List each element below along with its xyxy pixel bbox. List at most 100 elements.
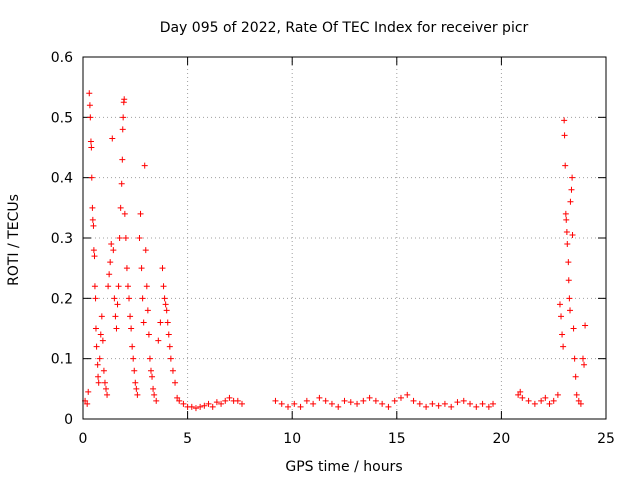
data-point — [485, 403, 492, 410]
data-point — [542, 394, 549, 401]
data-point — [92, 325, 99, 332]
data-point — [360, 397, 367, 404]
x-tick-label: 5 — [183, 431, 192, 447]
data-point — [108, 241, 115, 248]
data-point — [565, 259, 572, 266]
data-point — [88, 144, 95, 151]
data-point — [571, 355, 578, 362]
data-point — [98, 313, 105, 320]
data-point — [568, 186, 575, 193]
data-point — [209, 403, 216, 410]
data-point — [157, 319, 164, 326]
data-point — [479, 400, 486, 407]
data-point — [117, 204, 124, 211]
data-point — [122, 235, 129, 241]
data-point — [347, 399, 354, 406]
y-tick-label: 0 — [64, 412, 73, 428]
data-point — [467, 400, 474, 407]
data-point — [561, 117, 568, 124]
data-point — [328, 400, 335, 407]
data-point — [366, 394, 373, 401]
data-point — [139, 295, 146, 302]
data-point — [554, 391, 561, 398]
data-point — [136, 235, 143, 241]
y-tick-label: 0.1 — [51, 352, 73, 368]
data-point — [140, 319, 147, 326]
data-point — [126, 295, 133, 302]
data-point — [90, 222, 97, 229]
x-tick-label: 20 — [492, 431, 510, 447]
data-point — [577, 400, 584, 407]
data-point — [201, 402, 208, 409]
x-tick-label: 15 — [388, 431, 406, 447]
x-tick-label: 0 — [79, 431, 88, 447]
ticks: 0 0.1 0.2 0.3 0.4 0.5 0.6 0 5 10 15 20 25 — [51, 50, 615, 447]
data-point — [372, 397, 379, 404]
data-point — [144, 307, 151, 314]
data-point — [172, 379, 179, 386]
data-point — [546, 400, 553, 407]
data-point — [473, 403, 480, 410]
data-point — [145, 331, 152, 338]
y-tick-label: 0.2 — [51, 291, 73, 307]
data-point — [278, 400, 285, 407]
chart-title: Day 095 of 2022, Rate Of TEC Index for r… — [160, 20, 529, 36]
data-point — [565, 277, 572, 284]
data-point — [137, 210, 144, 217]
data-point — [95, 379, 102, 386]
x-tick-label: 10 — [283, 431, 301, 447]
data-point — [410, 397, 417, 404]
data-point — [519, 394, 526, 401]
data-point — [93, 343, 100, 350]
data-point — [153, 397, 160, 404]
data-point — [85, 388, 92, 395]
data-point — [99, 337, 106, 344]
data-point — [550, 397, 557, 404]
data-point — [573, 391, 580, 398]
data-point — [132, 379, 139, 386]
data-point — [569, 231, 576, 238]
y-tick-label: 0.6 — [51, 50, 73, 66]
data-point — [582, 322, 589, 329]
data-point — [149, 373, 156, 380]
data-point — [90, 247, 97, 254]
data-point — [115, 283, 122, 290]
data-point — [161, 295, 168, 302]
data-point — [448, 403, 455, 410]
data-point — [123, 265, 130, 272]
data-point — [562, 210, 569, 217]
data-point — [86, 90, 93, 97]
data-point — [150, 385, 157, 392]
data-point — [213, 399, 220, 406]
data-point — [297, 403, 304, 410]
y-tick-label: 0.5 — [51, 110, 73, 126]
data-point — [113, 325, 120, 332]
data-point — [379, 400, 386, 407]
data-point — [166, 343, 173, 350]
data-point — [517, 388, 524, 395]
data-point — [127, 313, 134, 320]
data-point — [87, 114, 94, 121]
y-tick-label: 0.4 — [51, 171, 73, 187]
data-point — [95, 373, 102, 380]
data-point — [341, 397, 348, 404]
data-point — [460, 397, 467, 404]
data-point — [141, 162, 148, 169]
data-point — [192, 405, 199, 412]
data-point — [114, 301, 121, 308]
data-point — [354, 400, 361, 407]
data-point — [97, 331, 104, 338]
data-point — [129, 343, 136, 350]
data-point — [562, 162, 569, 169]
data-point — [335, 403, 342, 410]
data-point — [163, 307, 170, 314]
data-point — [563, 228, 570, 235]
data-point — [572, 373, 579, 380]
data-point — [167, 355, 174, 362]
data-point — [91, 283, 98, 290]
data-point — [226, 394, 233, 401]
y-axis-label: ROTI / TECUs — [6, 194, 22, 286]
data-point — [131, 367, 138, 374]
plot-frame — [82, 56, 607, 420]
data-point — [567, 198, 574, 205]
